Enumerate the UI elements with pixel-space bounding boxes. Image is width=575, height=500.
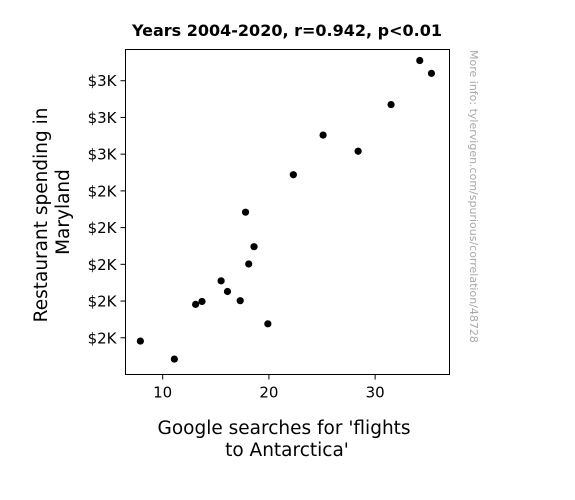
data-point-8 xyxy=(245,260,253,268)
data-point-6 xyxy=(236,297,244,305)
y-tick-label-0: $2K xyxy=(88,329,118,347)
x-tick-label-0: 10 xyxy=(153,384,172,402)
data-point-14 xyxy=(387,100,395,109)
data-point-2 xyxy=(192,300,200,308)
y-tick-label-6: $3K xyxy=(88,109,118,127)
y-axis-label: Restaurant spending in Maryland xyxy=(31,102,74,323)
chart-title: Years 2004-2020, r=0.942, p<0.01 xyxy=(131,21,442,40)
y-axis-label-line-1: Restaurant spending in xyxy=(31,108,52,323)
data-point-7 xyxy=(241,208,250,216)
x-tick-label-1: 20 xyxy=(259,384,278,402)
data-point-11 xyxy=(289,171,297,179)
data-point-3 xyxy=(198,297,206,306)
data-point-9 xyxy=(250,243,258,251)
x-axis-label: Google searches for 'flights to Antarcti… xyxy=(158,418,417,461)
data-point-5 xyxy=(223,287,232,296)
plot-frame xyxy=(125,49,450,375)
data-point-4 xyxy=(217,277,225,285)
x-axis-label-line-2: to Antarctica' xyxy=(225,440,349,461)
data-point-16 xyxy=(427,69,436,77)
data-point-13 xyxy=(354,147,362,155)
y-axis: $2K $2K $2K $2K $2K $3K $3K $3K xyxy=(88,72,126,347)
y-tick-label-4: $2K xyxy=(88,182,118,200)
data-point-0 xyxy=(136,337,144,345)
data-point-12 xyxy=(319,131,327,139)
y-tick-label-1: $2K xyxy=(88,293,118,311)
x-axis: 10 20 30 xyxy=(153,374,385,402)
data-point-10 xyxy=(264,320,272,328)
source-note: More info: tylervigen.com/spurious/corre… xyxy=(467,50,480,343)
x-axis-label-line-1: Google searches for 'flights xyxy=(158,418,411,439)
y-tick-label-7: $3K xyxy=(88,72,118,90)
data-point-15 xyxy=(416,56,424,65)
x-tick-label-2: 30 xyxy=(366,384,385,402)
y-axis-label-line-2: Maryland xyxy=(53,169,74,255)
data-points xyxy=(136,56,436,363)
y-tick-label-2: $2K xyxy=(88,256,118,274)
data-point-1 xyxy=(170,355,178,363)
y-tick-label-3: $2K xyxy=(88,219,118,237)
y-tick-label-5: $3K xyxy=(88,146,118,164)
